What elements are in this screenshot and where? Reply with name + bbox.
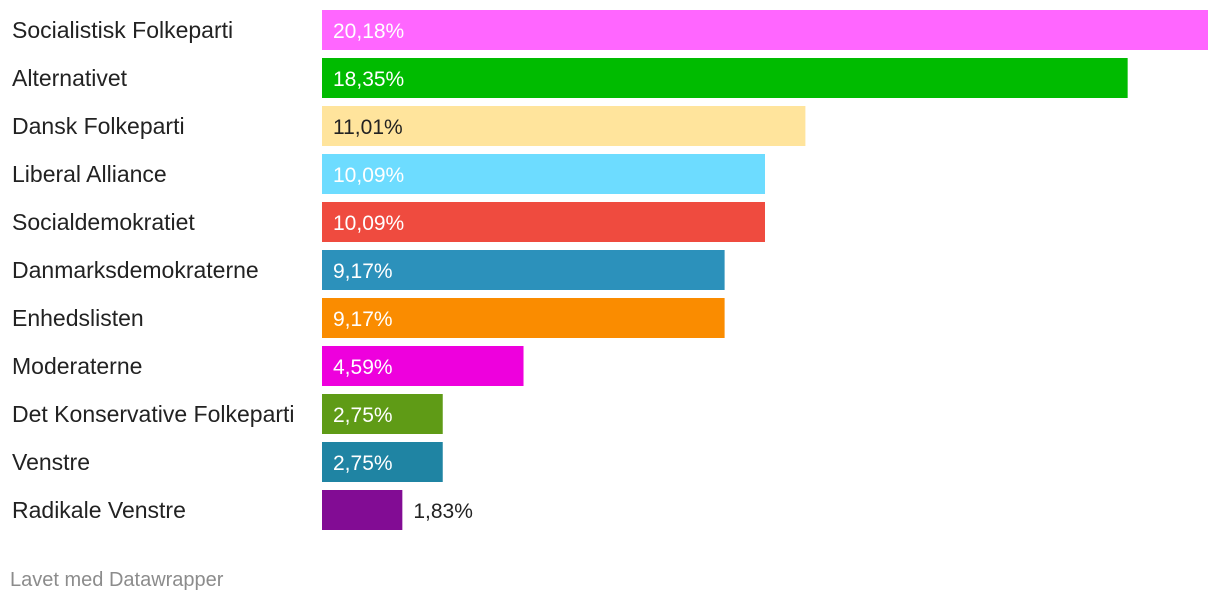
value-label-det-konservative-folkeparti: 2,75% [333, 404, 393, 427]
value-label-radikale-venstre: 1,83% [413, 500, 473, 523]
bar-socialistisk-folkeparti [322, 10, 1208, 50]
bar-det-konservative-folkeparti [322, 394, 443, 434]
category-label-socialistisk-folkeparti: Socialistisk Folkeparti [12, 17, 233, 43]
bar-enhedslisten [322, 298, 725, 338]
value-label-moderaterne: 4,59% [333, 356, 393, 379]
bar-alternativet [322, 58, 1128, 98]
value-label-socialistisk-folkeparti: 20,18% [333, 20, 404, 43]
bar-radikale-venstre [322, 490, 403, 530]
category-label-venstre: Venstre [12, 449, 90, 475]
value-label-socialdemokratiet: 10,09% [333, 212, 404, 235]
bar-chart: Socialistisk Folkeparti 20,18% Alternative… [12, 10, 1208, 530]
value-label-enhedslisten: 9,17% [333, 308, 393, 331]
value-label-alternativet: 18,35% [333, 68, 404, 91]
bar-socialdemokratiet [322, 202, 765, 242]
value-label-liberal-alliance: 10,09% [333, 164, 404, 187]
category-label-enhedslisten: Enhedslisten [12, 305, 144, 331]
value-label-dansk-folkeparti: 11,01% [333, 116, 403, 139]
category-label-det-konservative-folkeparti: Det Konservative Folkeparti [12, 401, 295, 427]
category-label-dansk-folkeparti: Dansk Folkeparti [12, 113, 185, 139]
category-label-alternativet: Alternativet [12, 65, 128, 91]
value-label-danmarksdemokraterne: 9,17% [333, 260, 393, 283]
category-label-liberal-alliance: Liberal Alliance [12, 161, 167, 187]
datawrapper-credit: Lavet med Datawrapper [10, 569, 224, 591]
category-label-socialdemokratiet: Socialdemokratiet [12, 209, 195, 235]
bar-dansk-folkeparti [322, 106, 806, 146]
category-label-moderaterne: Moderaterne [12, 353, 142, 379]
bar-liberal-alliance [322, 154, 765, 194]
bar-venstre [322, 442, 443, 482]
bar-moderaterne [322, 346, 524, 386]
category-label-radikale-venstre: Radikale Venstre [12, 497, 186, 523]
category-label-danmarksdemokraterne: Danmarksdemokraterne [12, 257, 259, 283]
bar-danmarksdemokraterne [322, 250, 725, 290]
value-label-venstre: 2,75% [333, 452, 393, 475]
